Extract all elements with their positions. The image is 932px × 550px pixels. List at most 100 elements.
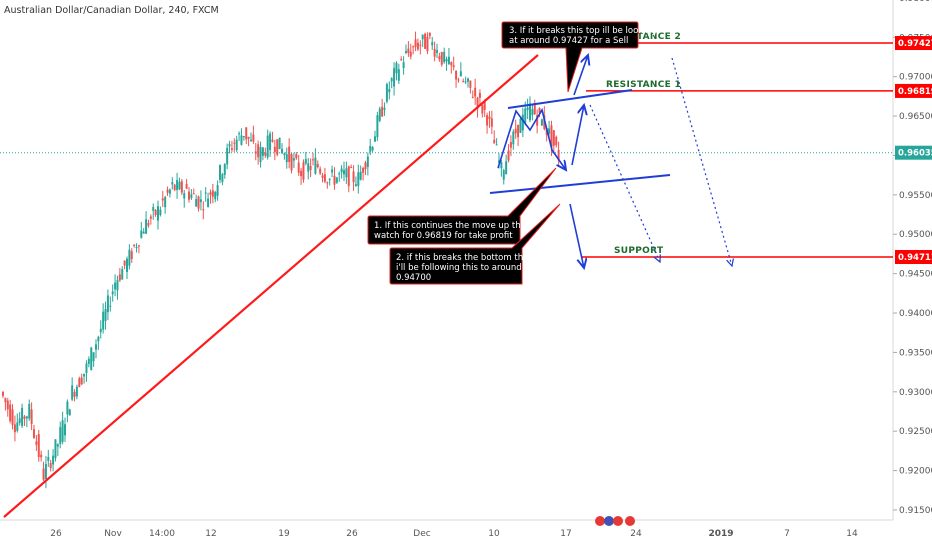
candle-body bbox=[149, 216, 152, 219]
candle-body bbox=[288, 146, 291, 162]
candle-body bbox=[216, 185, 219, 196]
y-tick-label: 0.91500 bbox=[899, 506, 932, 516]
candle-body bbox=[552, 130, 555, 146]
candle-body bbox=[531, 109, 534, 116]
candle-body bbox=[71, 385, 74, 400]
candle-body bbox=[378, 108, 381, 121]
candle-body bbox=[412, 46, 415, 48]
candle-body bbox=[221, 174, 224, 183]
candle-body bbox=[276, 139, 279, 155]
candle-series bbox=[2, 31, 560, 489]
candle-body bbox=[164, 197, 167, 208]
level-lines[interactable]: RESISTANCE 2 0.97427 RESISTANCE 1 0.96819 SU… bbox=[582, 32, 932, 265]
candle-body bbox=[33, 429, 35, 438]
candle-body bbox=[85, 363, 88, 374]
candle-body bbox=[161, 198, 164, 201]
candle-body bbox=[188, 191, 190, 200]
candle-body bbox=[99, 328, 102, 333]
candle-body bbox=[278, 137, 281, 149]
candle-body bbox=[493, 139, 496, 144]
candle-body bbox=[450, 62, 453, 66]
candle-body bbox=[204, 192, 207, 194]
candle-body bbox=[230, 148, 233, 150]
candle-body bbox=[240, 135, 243, 145]
flag-canada-icon[interactable] bbox=[595, 516, 605, 526]
callout-3[interactable]: 3. If it breaks this top ill be looking … bbox=[501, 21, 656, 93]
candle-body bbox=[374, 136, 376, 142]
candle-body bbox=[338, 173, 341, 175]
candle-body bbox=[269, 133, 272, 151]
candle-body bbox=[467, 78, 469, 82]
channel-lower-line[interactable] bbox=[489, 174, 671, 194]
candle-body bbox=[316, 163, 319, 168]
candle-body bbox=[192, 193, 195, 195]
candle-body bbox=[52, 455, 55, 465]
candle-body bbox=[78, 378, 81, 388]
flag-usa-icon[interactable] bbox=[604, 516, 614, 526]
callout-2[interactable]: 2. if this breaks the bottom then, i'll … bbox=[389, 203, 561, 285]
candle-body bbox=[25, 416, 28, 419]
candle-body bbox=[502, 170, 505, 180]
candle-body bbox=[135, 247, 138, 249]
candle-body bbox=[197, 196, 200, 209]
candle-body bbox=[28, 403, 31, 419]
candle-body bbox=[285, 154, 288, 163]
candle-body bbox=[478, 92, 481, 98]
candle-body bbox=[447, 56, 450, 64]
candle-body bbox=[130, 251, 133, 259]
candle-body bbox=[321, 175, 324, 178]
candle-body bbox=[271, 139, 274, 142]
candle-body bbox=[173, 184, 176, 190]
candle-body bbox=[21, 407, 24, 426]
candle-body bbox=[533, 103, 536, 115]
candle-body bbox=[66, 401, 69, 415]
candle-body bbox=[405, 50, 407, 53]
flag-canada-icon[interactable] bbox=[625, 516, 635, 526]
channel-upper-line[interactable] bbox=[507, 89, 633, 109]
candle-body bbox=[376, 115, 379, 138]
level-price-tag-bg bbox=[895, 250, 932, 265]
candle-body bbox=[514, 128, 517, 134]
candle-body bbox=[35, 441, 38, 445]
flag-canada-icon[interactable] bbox=[613, 516, 623, 526]
candle-body bbox=[340, 168, 343, 173]
candle-body bbox=[11, 409, 14, 425]
candle-body bbox=[126, 258, 128, 272]
candle-body bbox=[402, 62, 405, 68]
candle-body bbox=[104, 309, 107, 321]
candle-body bbox=[383, 107, 386, 110]
candle-body bbox=[416, 42, 419, 50]
candle-body bbox=[30, 409, 33, 424]
candle-body bbox=[471, 96, 474, 98]
candle-body bbox=[147, 223, 150, 226]
candle-body bbox=[261, 147, 264, 156]
candle-body bbox=[223, 164, 226, 175]
candle-body bbox=[343, 170, 345, 175]
candle-body bbox=[18, 418, 21, 423]
candle-body bbox=[476, 97, 479, 109]
candle-body bbox=[23, 416, 26, 419]
candle-body bbox=[433, 48, 436, 57]
candle-body bbox=[250, 139, 252, 142]
rising-trendline[interactable] bbox=[3, 54, 539, 518]
time-axis[interactable]: 26 Nov 14:00 12 19 26 Dec 10 17 24 2019 7 14 bbox=[50, 529, 858, 539]
candle-body bbox=[371, 147, 374, 151]
candle-body bbox=[498, 160, 500, 163]
callout-2-line-3: 0.94700 bbox=[396, 273, 431, 283]
level-name-label: RESISTANCE 2 bbox=[606, 32, 681, 42]
event-flags[interactable] bbox=[595, 516, 635, 526]
callout-1[interactable]: 1. If this continues the move up then wa… bbox=[367, 167, 557, 245]
candle-body bbox=[302, 162, 305, 180]
candle-body bbox=[540, 119, 543, 126]
candle-body bbox=[300, 170, 303, 177]
level-price-label: 0.94711 bbox=[898, 253, 932, 263]
candle-body bbox=[495, 144, 498, 146]
candle-body bbox=[207, 198, 210, 207]
candle-body bbox=[235, 139, 238, 151]
candle-body bbox=[424, 33, 427, 49]
candle-body bbox=[486, 115, 489, 126]
